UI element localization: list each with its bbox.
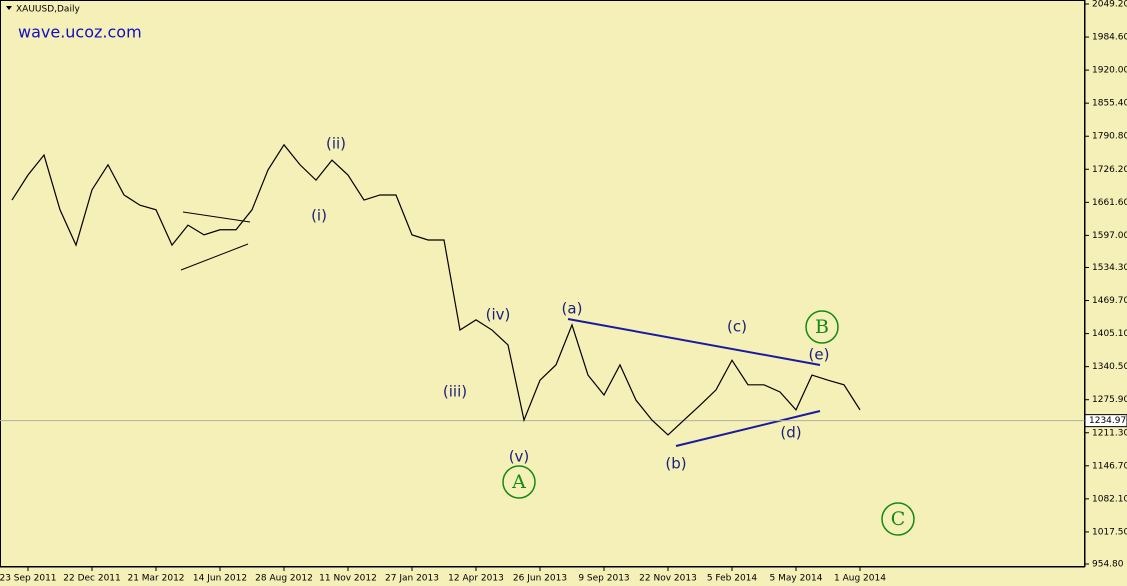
x-tick-label: 23 Sep 2011 (0, 574, 57, 584)
y-tick-label: 1984.60 (1092, 33, 1127, 43)
y-tick-label: 1211.30 (1092, 428, 1127, 438)
watermark: wave.ucoz.com (18, 23, 142, 42)
wave-label: (a) (562, 300, 583, 318)
wave-label: (d) (780, 424, 801, 442)
wave-major-label: B (815, 316, 829, 338)
price-line (11, 143, 861, 436)
wave-label: (e) (809, 346, 830, 364)
y-tick-label: 1855.40 (1092, 99, 1127, 109)
x-tick-label: 27 Jan 2013 (385, 574, 439, 584)
trendline (567, 318, 821, 366)
y-tick-label: 1275.90 (1092, 395, 1127, 405)
y-tick-label: 1405.10 (1092, 329, 1127, 339)
x-tick-label: 5 May 2014 (770, 574, 823, 584)
wave-label: (b) (665, 455, 686, 473)
trendline (675, 410, 821, 447)
x-tick-label: 5 Feb 2014 (707, 574, 758, 584)
menu-arrow (6, 6, 12, 10)
y-tick-label: 1790.80 (1092, 132, 1127, 142)
trendline (182, 211, 251, 223)
trendlines (180, 211, 821, 447)
y-tick-label: 1082.10 (1092, 494, 1127, 504)
y-tick-label: 954.80 (1092, 560, 1124, 570)
y-tick-label: 1146.70 (1092, 461, 1127, 471)
x-tick-label: 12 Apr 2013 (448, 574, 504, 584)
y-tick-label: 1597.00 (1092, 231, 1127, 241)
y-tick-label: 2049.20 (1092, 0, 1127, 10)
wave-label: (v) (509, 448, 530, 466)
y-tick-label: 1340.50 (1092, 362, 1127, 372)
wave-label: (ii) (326, 135, 346, 153)
wave-circle (805, 310, 839, 344)
x-tick-label: 21 Mar 2012 (127, 574, 184, 584)
wave-label: (iii) (443, 383, 467, 401)
wave-label: (c) (727, 318, 747, 336)
x-tick-label: 14 Jun 2012 (193, 574, 247, 584)
y-tick-label: 1920.00 (1092, 66, 1127, 76)
wave-major-label: C (891, 508, 906, 530)
chart-title: XAUUSD,Daily (16, 5, 80, 15)
x-tick-label: 22 Nov 2013 (639, 574, 697, 584)
wave-major-label: A (511, 471, 526, 493)
x-tick-label: 22 Dec 2011 (63, 574, 121, 584)
y-tick-label: 1726.20 (1092, 165, 1127, 175)
wave-circle (881, 502, 915, 536)
x-tick-label: 9 Sep 2013 (578, 574, 629, 584)
plot-frame (0, 0, 1085, 567)
y-tick-label: 1017.50 (1092, 527, 1127, 537)
x-tick-label: 1 Aug 2014 (834, 574, 886, 584)
y-tick-label: 1534.30 (1092, 263, 1127, 273)
last-price-box (1084, 414, 1127, 428)
wave-circle (502, 465, 536, 499)
x-tick-label: 28 Aug 2012 (255, 574, 313, 584)
trendline (180, 243, 249, 271)
last-price-label: 1234.97 (1089, 416, 1126, 426)
wave-label: (i) (311, 207, 327, 225)
y-tick-label: 1469.70 (1092, 296, 1127, 306)
y-tick-label: 1661.60 (1092, 198, 1127, 208)
x-tick-label: 11 Nov 2012 (319, 574, 377, 584)
wave-label: (iv) (486, 306, 511, 324)
x-tick-label: 26 Jun 2013 (513, 574, 567, 584)
